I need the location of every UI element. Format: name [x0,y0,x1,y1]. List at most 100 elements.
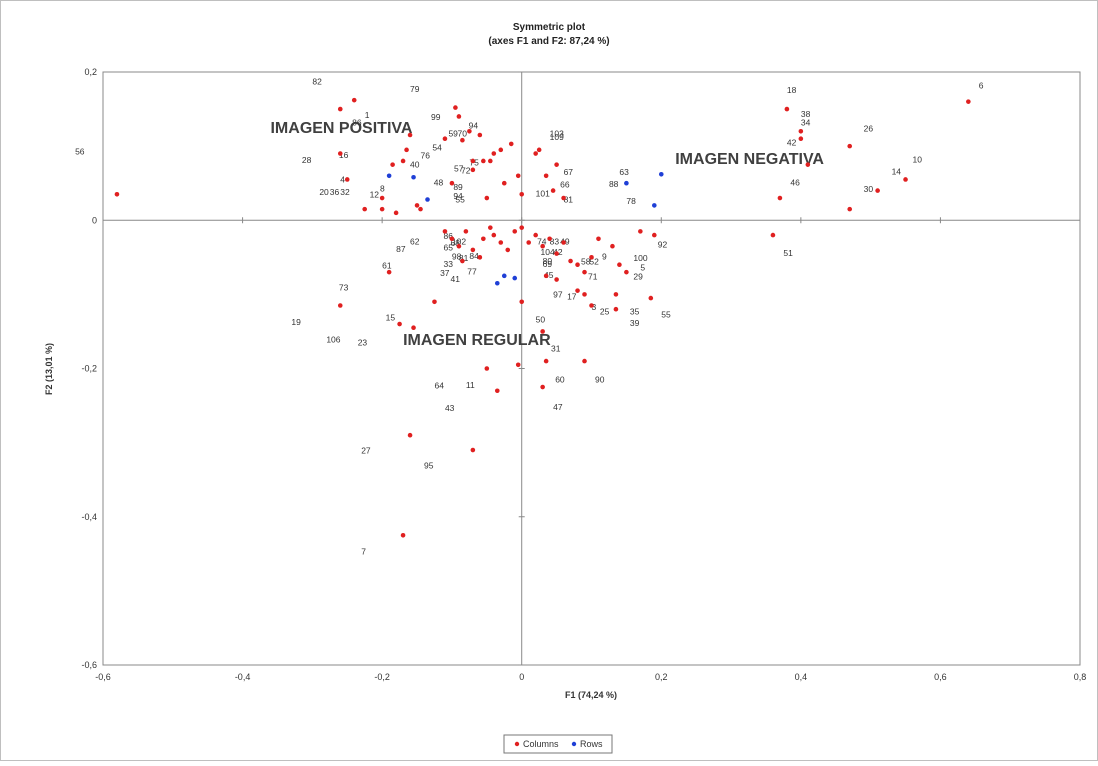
column-point [404,147,409,153]
column-point [390,162,395,167]
point-label: 1 [365,110,370,120]
column-point [540,329,545,334]
column-point [554,162,559,167]
column-point [638,229,643,234]
column-point [554,251,559,256]
column-point [515,362,521,368]
row-point [512,275,518,281]
point-label: 18 [787,85,797,95]
x-tick-label: 0,4 [795,672,808,682]
column-point [470,158,476,164]
point-label: 23 [358,338,368,348]
column-point [589,303,594,308]
point-label: 39 [630,318,640,328]
point-label: 38 [801,109,811,119]
x-tick-label: 0 [519,672,524,682]
point-label: 47 [553,402,563,412]
point-label: 81 [459,253,469,263]
column-point [344,177,350,182]
row-point [411,174,416,180]
point-label: 31 [551,343,561,353]
point-label: 34 [801,117,811,127]
point-label: 29 [633,272,643,282]
point-label: 48 [434,177,444,187]
point-label: 5 [640,263,645,273]
column-point [903,177,908,182]
column-point [805,162,811,167]
column-point [550,188,556,193]
column-point [648,295,654,301]
point-label: 73 [339,283,349,293]
column-point [515,173,521,179]
point-label: 70 [458,128,468,138]
column-point [400,532,406,538]
column-point [596,236,601,242]
point-labels: 8279186999459705616285476405772754203632… [75,77,984,557]
point-label: 32 [340,187,350,197]
point-label: 87 [396,244,406,254]
point-label: 27 [361,446,371,456]
legend: Columns Rows [503,734,613,754]
column-point [568,258,573,264]
column-point [519,225,525,230]
point-label: 33 [444,259,454,269]
point-label: 55 [455,194,465,204]
row-point [501,273,507,279]
column-point [442,136,448,142]
column-point [613,306,619,312]
x-tick-label: 0,8 [1074,672,1087,682]
point-label: 68 [451,238,461,248]
column-point [519,192,525,197]
point-label: 42 [787,137,797,147]
column-point [456,243,462,249]
axes: -0,6 -0,4 -0,2 0 0,2 0,4 0,6 0,8 -0,6 -0,4 -0,2 0 0,… [81,67,1086,682]
column-point [362,206,367,212]
legend-label-columns: Columns [523,739,559,749]
point-label: 20 [319,187,329,197]
column-point [460,258,465,264]
column-point [498,240,504,245]
column-point [798,136,804,142]
point-label: 95 [424,461,434,471]
column-point [351,97,357,103]
legend-marker-columns [514,741,520,747]
point-label: 78 [626,196,636,206]
y-axis-title: F2 (13,01 %) [44,343,54,395]
column-point [397,321,402,327]
point-label: 72 [461,166,471,176]
column-point [505,247,511,253]
row-point [386,173,392,179]
points [114,97,971,538]
point-label: 45 [544,270,554,280]
column-point [875,188,880,193]
y-tick-label: -0,2 [81,364,97,374]
point-label: 99 [431,112,441,122]
column-point [533,232,538,238]
chart-subtitle: (axes F1 and F2: 87,24 %) [488,36,609,47]
column-point [491,151,497,156]
column-point [337,106,343,112]
annotations: IMAGEN POSITIVA IMAGEN NEGATIVA IMAGEN REG… [270,120,824,349]
column-point [966,99,971,104]
point-label: 103 [550,128,564,138]
column-point [470,447,476,453]
region-annotation: IMAGEN NEGATIVA [675,151,824,168]
column-point [407,432,413,438]
point-label: 102 [452,237,466,247]
column-point [589,255,594,260]
column-point [453,105,458,110]
point-label: 4 [340,174,345,184]
region-annotation: IMAGEN POSITIVA [270,120,412,137]
column-point [393,210,399,216]
column-point [460,137,465,143]
column-point [575,262,580,268]
column-point [400,158,406,164]
point-label: 88 [609,179,619,189]
point-label: 76 [421,151,431,161]
column-point [652,232,657,238]
column-point [582,292,587,297]
chart-title: Symmetric plot [513,22,586,33]
column-point [540,384,545,390]
